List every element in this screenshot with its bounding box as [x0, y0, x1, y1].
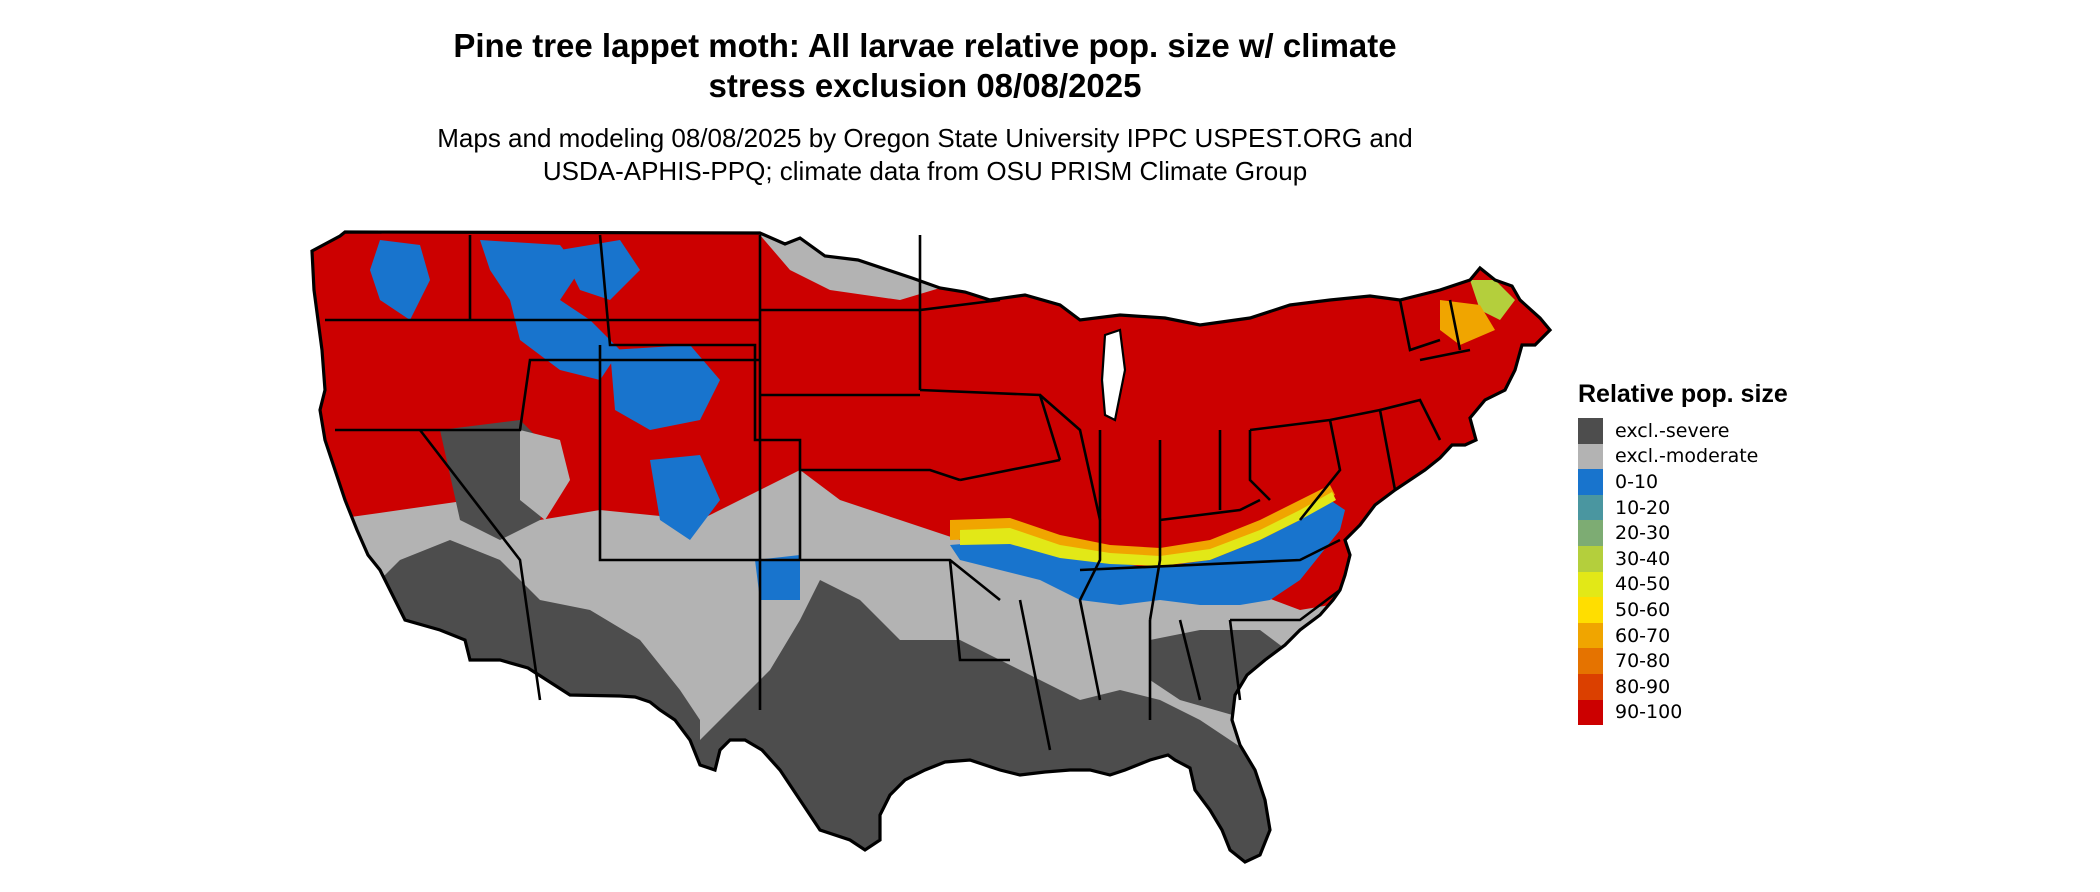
state-boundaries [310, 230, 1552, 864]
legend-label: 40-50 [1615, 573, 1671, 596]
legend-label: excl.-severe [1615, 419, 1730, 442]
legend-items: excl.-severe excl.-moderate 0-10 10-20 20-30… [1578, 418, 1788, 726]
map-title: Pine tree lappet moth: All larvae relati… [350, 26, 1500, 106]
legend-item: excl.-moderate [1578, 443, 1788, 470]
legend-item: 60-70 [1578, 622, 1788, 649]
legend-swatch [1578, 699, 1603, 726]
legend-swatch [1578, 443, 1603, 470]
legend-item: 10-20 [1578, 494, 1788, 521]
legend-label: excl.-moderate [1615, 445, 1759, 468]
legend-item: 30-40 [1578, 545, 1788, 572]
legend-title: Relative pop. size [1578, 380, 1788, 408]
legend-swatch [1578, 520, 1603, 546]
legend-label: 10-20 [1615, 496, 1671, 519]
legend-swatch [1578, 494, 1603, 521]
legend-label: 80-90 [1615, 675, 1671, 698]
legend-swatch [1578, 418, 1603, 444]
legend-swatch [1578, 673, 1603, 700]
map-subtitle: Maps and modeling 08/08/2025 by Oregon S… [350, 122, 1500, 188]
legend-label: 0-10 [1615, 470, 1659, 493]
legend-label: 60-70 [1615, 624, 1671, 647]
legend-item: 80-90 [1578, 673, 1788, 700]
legend-swatch [1578, 545, 1603, 572]
legend-swatch [1578, 648, 1603, 674]
subtitle-line-2: USDA-APHIS-PPQ; climate data from OSU PR… [542, 156, 1308, 186]
legend-label: 70-80 [1615, 650, 1671, 673]
legend-item: excl.-severe [1578, 418, 1788, 444]
subtitle-line-1: Maps and modeling 08/08/2025 by Oregon S… [437, 123, 1413, 153]
legend-item: 20-30 [1578, 520, 1788, 546]
legend-item: 70-80 [1578, 648, 1788, 674]
legend-item: 90-100 [1578, 699, 1788, 726]
legend-swatch [1578, 571, 1603, 598]
legend-label: 90-100 [1615, 701, 1683, 724]
legend-item: 50-60 [1578, 597, 1788, 623]
legend-swatch [1578, 622, 1603, 649]
lake-michigan [1100, 328, 1127, 422]
legend-swatch [1578, 469, 1603, 495]
legend-item: 0-10 [1578, 469, 1788, 495]
title-line-2: stress exclusion 08/08/2025 [708, 67, 1142, 104]
legend: Relative pop. size excl.-severe excl.-mod… [1578, 378, 1788, 726]
legend-swatch [1578, 597, 1603, 623]
legend-label: 20-30 [1615, 522, 1671, 545]
title-line-1: Pine tree lappet moth: All larvae relati… [453, 27, 1397, 64]
legend-label: 30-40 [1615, 547, 1671, 570]
legend-label: 50-60 [1615, 598, 1671, 621]
legend-item: 40-50 [1578, 571, 1788, 598]
